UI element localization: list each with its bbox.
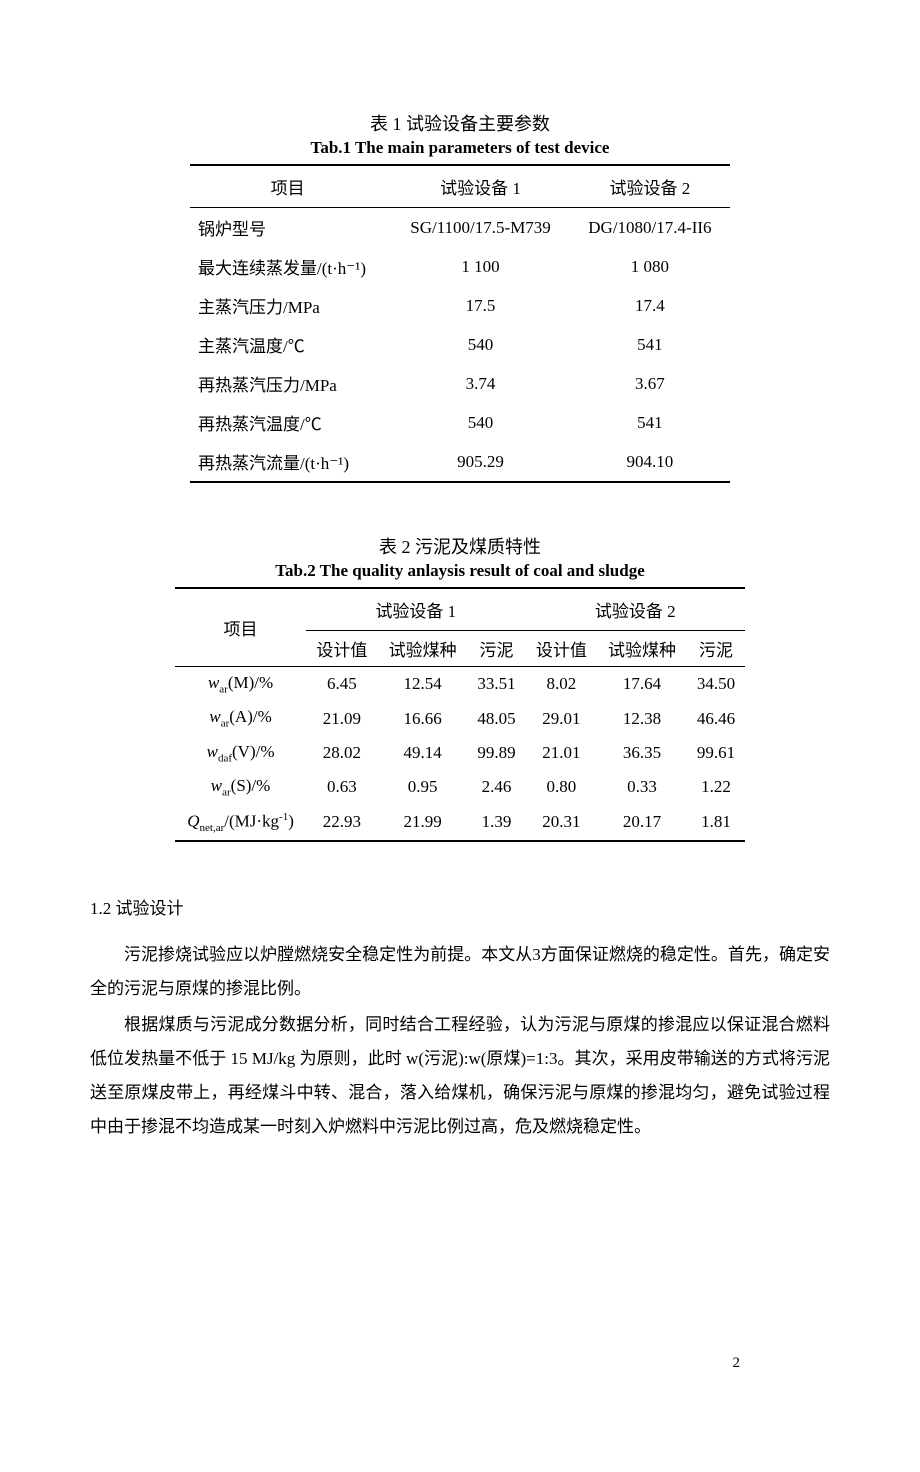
table-cell: 12.54 — [378, 667, 468, 702]
table-cell: 49.14 — [378, 736, 468, 770]
table2-sub-header: 污泥 — [687, 631, 745, 667]
table-cell: 20.31 — [526, 805, 598, 841]
table-cell: 锅炉型号 — [190, 208, 391, 248]
table-cell: 主蒸汽压力/MPa — [190, 286, 391, 325]
table-cell: 28.02 — [306, 736, 378, 770]
table-cell: 99.61 — [687, 736, 745, 770]
table-cell: 16.66 — [378, 701, 468, 735]
table-cell: 21.01 — [526, 736, 598, 770]
table-cell: 904.10 — [570, 442, 730, 482]
table-row-label: war(S)/% — [175, 770, 306, 804]
table-cell: 99.89 — [468, 736, 526, 770]
table2-main-header: 项目 — [175, 588, 306, 667]
table2-title-cn: 表 2 污泥及煤质特性 — [90, 533, 830, 559]
table-cell: 0.33 — [597, 770, 687, 804]
table2-sub-header: 设计值 — [526, 631, 598, 667]
table-cell: 再热蒸汽压力/MPa — [190, 364, 391, 403]
table-cell: 540 — [391, 403, 570, 442]
table1-header: 试验设备 2 — [570, 165, 730, 208]
table-row: wdaf(V)/%28.0249.1499.8921.0136.3599.61 — [175, 736, 745, 770]
table-cell: 21.99 — [378, 805, 468, 841]
table-row: 再热蒸汽温度/℃540541 — [190, 403, 730, 442]
table-cell: 48.05 — [468, 701, 526, 735]
table-cell: 541 — [570, 403, 730, 442]
table-cell: 主蒸汽温度/℃ — [190, 325, 391, 364]
body-text: 1.2 试验设计 污泥掺烧试验应以炉膛燃烧安全稳定性为前提。本文从3方面保证燃烧… — [90, 892, 830, 1144]
table-row-label: wdaf(V)/% — [175, 736, 306, 770]
table-cell: 36.35 — [597, 736, 687, 770]
table-cell: 3.74 — [391, 364, 570, 403]
table-cell: 1 100 — [391, 247, 570, 286]
table-cell: 12.38 — [597, 701, 687, 735]
table-cell: 1.81 — [687, 805, 745, 841]
table-cell: DG/1080/17.4-II6 — [570, 208, 730, 248]
table-cell: 1.22 — [687, 770, 745, 804]
table1-header: 项目 — [190, 165, 391, 208]
table2-group-row: 项目 试验设备 1 试验设备 2 — [175, 588, 745, 631]
table-cell: 22.93 — [306, 805, 378, 841]
table-cell: 0.95 — [378, 770, 468, 804]
table1-header: 试验设备 1 — [391, 165, 570, 208]
table-row: 锅炉型号SG/1100/17.5-M739DG/1080/17.4-II6 — [190, 208, 730, 248]
table-cell: 17.5 — [391, 286, 570, 325]
table-cell: 8.02 — [526, 667, 598, 702]
table-cell: 540 — [391, 325, 570, 364]
table2-sub-header: 污泥 — [468, 631, 526, 667]
paragraph: 污泥掺烧试验应以炉膛燃烧安全稳定性为前提。本文从3方面保证燃烧的稳定性。首先，确… — [90, 938, 830, 1006]
page-number: 2 — [733, 1355, 741, 1372]
table-cell: 0.80 — [526, 770, 598, 804]
table1-title-en: Tab.1 The main parameters of test device — [90, 138, 830, 158]
table-row-label: war(M)/% — [175, 667, 306, 702]
table-row: war(S)/%0.630.952.460.800.331.22 — [175, 770, 745, 804]
table-cell: 33.51 — [468, 667, 526, 702]
table-row: 再热蒸汽流量/(t·h⁻¹)905.29904.10 — [190, 442, 730, 482]
table-cell: 21.09 — [306, 701, 378, 735]
table-cell: 541 — [570, 325, 730, 364]
table1: 项目 试验设备 1 试验设备 2 锅炉型号SG/1100/17.5-M739DG… — [190, 164, 730, 483]
table-cell: 3.67 — [570, 364, 730, 403]
table-cell: SG/1100/17.5-M739 — [391, 208, 570, 248]
section-heading: 1.2 试验设计 — [90, 892, 830, 926]
table-cell: 17.4 — [570, 286, 730, 325]
table-row: 主蒸汽压力/MPa17.517.4 — [190, 286, 730, 325]
table-row: 最大连续蒸发量/(t·h⁻¹)1 1001 080 — [190, 247, 730, 286]
table1-body: 锅炉型号SG/1100/17.5-M739DG/1080/17.4-II6最大连… — [190, 208, 730, 483]
table-cell: 0.63 — [306, 770, 378, 804]
table-cell: 1.39 — [468, 805, 526, 841]
table2: 项目 试验设备 1 试验设备 2 设计值 试验煤种 污泥 设计值 试验煤种 污泥… — [175, 587, 745, 842]
table-row: war(M)/%6.4512.5433.518.0217.6434.50 — [175, 667, 745, 702]
table-row: 主蒸汽温度/℃540541 — [190, 325, 730, 364]
table2-section: 表 2 污泥及煤质特性 Tab.2 The quality anlaysis r… — [90, 533, 830, 842]
table-cell: 905.29 — [391, 442, 570, 482]
table-cell: 20.17 — [597, 805, 687, 841]
table2-group-header: 试验设备 1 — [306, 588, 525, 631]
table-cell: 最大连续蒸发量/(t·h⁻¹) — [190, 247, 391, 286]
table2-sub-header: 设计值 — [306, 631, 378, 667]
table-cell: 46.46 — [687, 701, 745, 735]
table-cell: 2.46 — [468, 770, 526, 804]
table-cell: 再热蒸汽温度/℃ — [190, 403, 391, 442]
table-row: 再热蒸汽压力/MPa3.743.67 — [190, 364, 730, 403]
table1-title-cn: 表 1 试验设备主要参数 — [90, 110, 830, 136]
table-row-label: war(A)/% — [175, 701, 306, 735]
table-cell: 17.64 — [597, 667, 687, 702]
table-cell: 再热蒸汽流量/(t·h⁻¹) — [190, 442, 391, 482]
paragraph: 根据煤质与污泥成分数据分析，同时结合工程经验，认为污泥与原煤的掺混应以保证混合燃… — [90, 1008, 830, 1144]
table2-sub-header: 试验煤种 — [378, 631, 468, 667]
table2-title-en: Tab.2 The quality anlaysis result of coa… — [90, 561, 830, 581]
table2-body: war(M)/%6.4512.5433.518.0217.6434.50war(… — [175, 667, 745, 841]
table-cell: 1 080 — [570, 247, 730, 286]
table1-header-row: 项目 试验设备 1 试验设备 2 — [190, 165, 730, 208]
table1-section: 表 1 试验设备主要参数 Tab.1 The main parameters o… — [90, 110, 830, 483]
table-cell: 34.50 — [687, 667, 745, 702]
table-row: Qnet,ar/(MJ·kg-1)22.9321.991.3920.3120.1… — [175, 805, 745, 841]
table-row-label: Qnet,ar/(MJ·kg-1) — [175, 805, 306, 841]
table2-group-header: 试验设备 2 — [526, 588, 745, 631]
table-row: war(A)/%21.0916.6648.0529.0112.3846.46 — [175, 701, 745, 735]
table2-sub-header: 试验煤种 — [597, 631, 687, 667]
table-cell: 6.45 — [306, 667, 378, 702]
table-cell: 29.01 — [526, 701, 598, 735]
page-wrapper: { "table1": { "title_cn": "表 1 试验设备主要参数"… — [90, 110, 830, 1412]
